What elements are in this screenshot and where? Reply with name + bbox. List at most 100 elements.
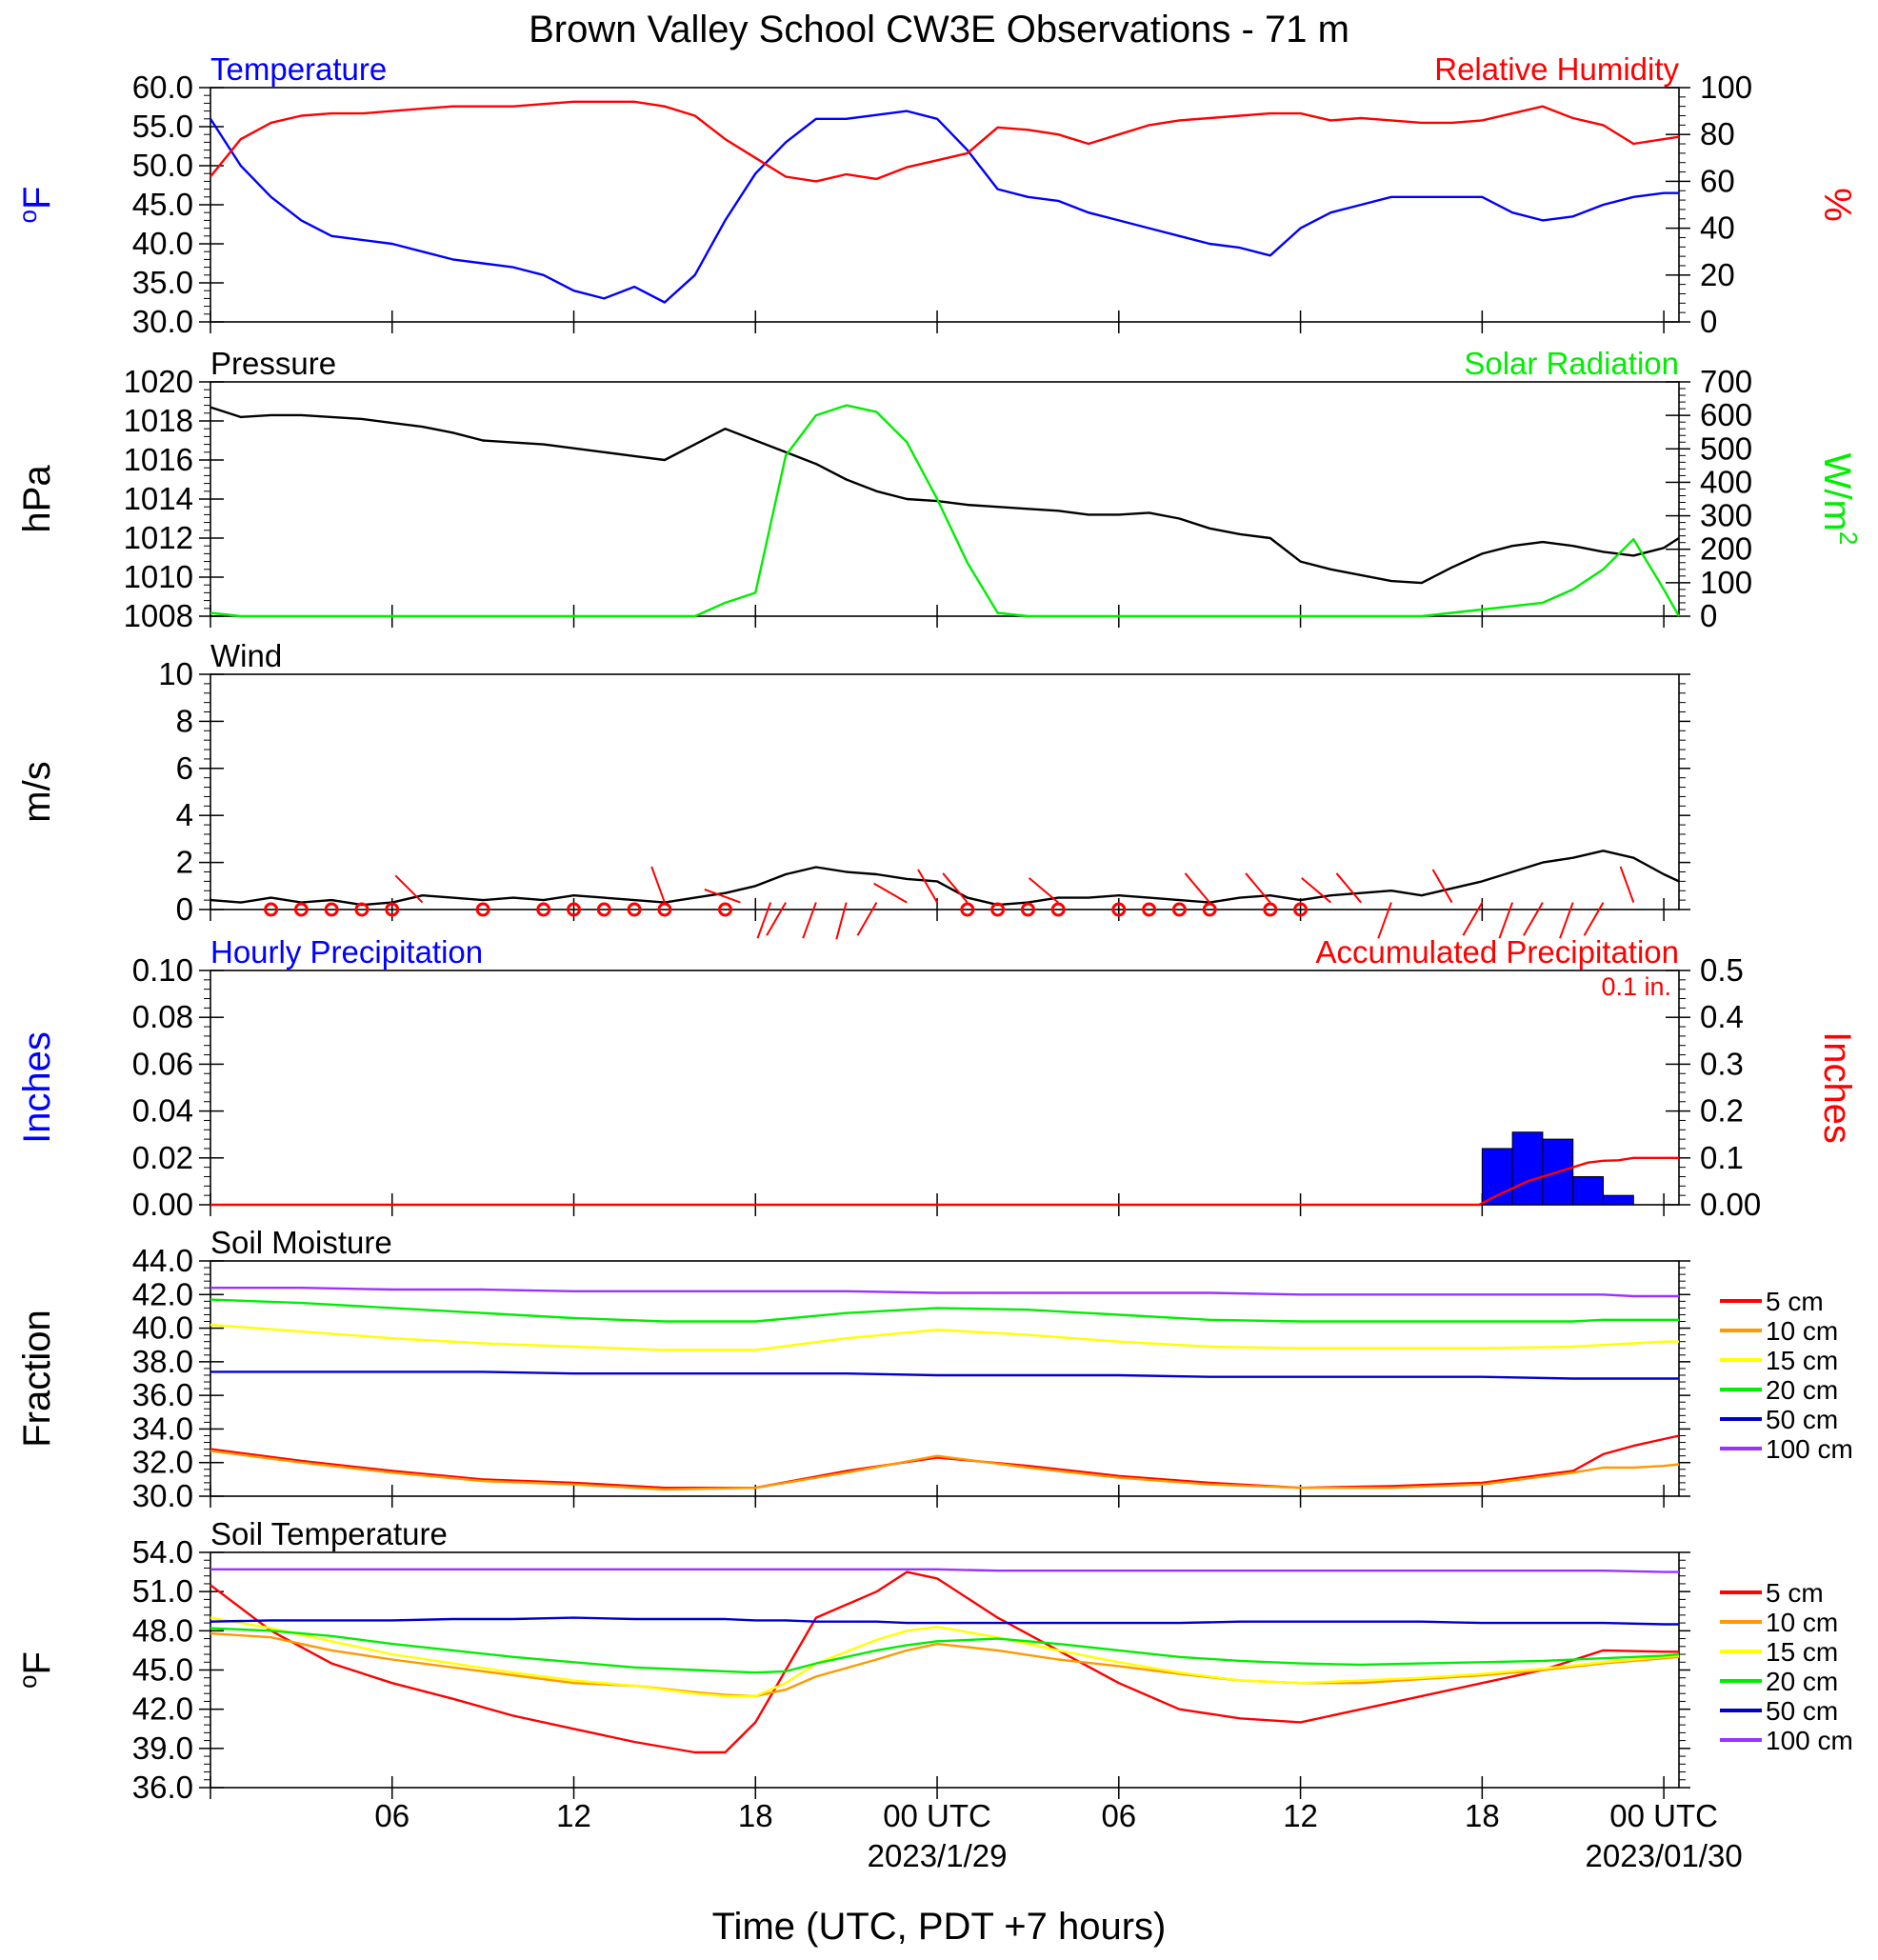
- legend-label: 15 cm: [1766, 1637, 1838, 1667]
- y-tick-label-left: 36.0: [132, 1770, 193, 1805]
- calm-circle: [990, 902, 1006, 917]
- series-line-20-cm: [210, 1627, 1680, 1674]
- calm-circle: [475, 902, 490, 917]
- series-line-5-cm: [210, 1570, 1679, 1754]
- legend-label: 10 cm: [1766, 1608, 1838, 1637]
- series-line-pressure: [210, 406, 1680, 585]
- y-tick-label-left: 0.10: [132, 952, 193, 988]
- panel-title-left: Soil Temperature: [210, 1516, 448, 1551]
- series-line-5-cm: [210, 1434, 1680, 1490]
- y-tick-label-right: 0.2: [1700, 1093, 1744, 1129]
- wind-barb: [802, 902, 817, 939]
- y-tick-label-right: 40: [1700, 210, 1735, 246]
- y-tick-label-left: 42.0: [132, 1691, 193, 1727]
- series-line-temperature: [209, 110, 1679, 304]
- y-axis-label-right: %: [1816, 188, 1858, 222]
- panel-title-left: Hourly Precipitation: [210, 934, 483, 970]
- series-line-15-cm: [210, 1616, 1680, 1698]
- y-tick-label-right: 0.5: [1700, 952, 1744, 988]
- y-axis-label-left: oF: [13, 1651, 58, 1689]
- legend-label: 20 cm: [1766, 1667, 1838, 1696]
- y-tick-label-right: 80: [1700, 116, 1735, 151]
- legend-label: 5 cm: [1766, 1578, 1824, 1608]
- series-line-15-cm: [210, 1323, 1679, 1351]
- calm-circle: [1263, 902, 1278, 917]
- y-axis-label-right: W/m2: [1816, 453, 1863, 546]
- calm-circle: [1293, 902, 1309, 917]
- y-tick-label-left: 0.04: [132, 1093, 193, 1129]
- y-axis-label-left: Fraction: [16, 1310, 58, 1448]
- legend-label: 100 cm: [1766, 1726, 1853, 1755]
- y-tick-label-right: 0.1: [1700, 1140, 1744, 1175]
- calm-circle: [354, 902, 370, 917]
- y-tick-label-left: 1018: [124, 403, 193, 438]
- wind-barb: [704, 888, 741, 904]
- plot-frame: [210, 673, 1680, 910]
- plot-frame: [210, 381, 1680, 617]
- y-tick-label-left: 30.0: [132, 304, 193, 339]
- precip-bar: [1603, 1194, 1634, 1206]
- y-tick-label-left: 40.0: [132, 1310, 193, 1346]
- series-line-wind-speed: [210, 850, 1680, 907]
- wind-barb: [1028, 877, 1059, 904]
- y-tick-label-left: 1014: [124, 481, 193, 516]
- y-tick-label-right: 600: [1700, 397, 1752, 432]
- y-tick-label-left: 50.0: [132, 148, 193, 183]
- calm-circle: [657, 902, 672, 917]
- series-line-relative-humidity: [210, 100, 1680, 183]
- calm-circle: [385, 902, 400, 917]
- precip-bar: [1511, 1131, 1544, 1206]
- calm-circle: [567, 902, 582, 917]
- calm-circle: [1050, 902, 1066, 917]
- panels: 60.055.050.045.040.035.030.0100806040200…: [13, 51, 1863, 1805]
- y-tick-label-left: 1010: [124, 559, 193, 594]
- calm-circle: [324, 902, 339, 917]
- calm-circle: [1020, 902, 1035, 917]
- wind-barb: [1619, 866, 1635, 903]
- y-tick-label-left: 51.0: [132, 1573, 193, 1609]
- panel-title-left: Temperature: [210, 51, 387, 87]
- wind-barb: [1245, 872, 1271, 904]
- wind-barb: [394, 874, 424, 904]
- y-tick-label-left: 39.0: [132, 1730, 193, 1766]
- legend-label: 15 cm: [1766, 1346, 1838, 1375]
- wind-barb: [856, 902, 878, 936]
- x-tick-label: 18: [1465, 1798, 1500, 1833]
- accumulated-precip-line: [210, 1156, 1679, 1207]
- y-tick-label-right: 0.3: [1700, 1046, 1744, 1081]
- y-tick-label-left: 2: [176, 845, 193, 880]
- y-tick-label-right: 0: [1700, 304, 1717, 339]
- calm-circle: [1171, 902, 1187, 917]
- time-axis: 06 12 18 00 UTC 06 12 18 00 UTC 2023/1/29 2023/01…: [374, 1798, 1742, 1873]
- y-tick-label-left: 32.0: [132, 1445, 193, 1480]
- y-tick-label-left: 10: [158, 656, 193, 691]
- y-tick-label-left: 36.0: [132, 1377, 193, 1412]
- x-tick-label: 18: [738, 1798, 773, 1833]
- wind-barb: [917, 869, 938, 904]
- legend-label: 100 cm: [1766, 1434, 1853, 1464]
- y-tick-label-right: 700: [1700, 364, 1752, 399]
- figure-title: Brown Valley School CW3E Observations - …: [529, 9, 1349, 50]
- series-line-10-cm: [210, 1450, 1680, 1491]
- calm-circle: [717, 902, 732, 917]
- panel-title-right: Solar Radiation: [1464, 346, 1679, 381]
- plot-frame: [210, 970, 1680, 1206]
- y-tick-label-left: 0.08: [132, 999, 193, 1034]
- y-tick-label-left: 38.0: [132, 1344, 193, 1379]
- x-tick-label: 06: [1101, 1798, 1136, 1833]
- y-tick-label-right: 60: [1700, 163, 1735, 198]
- calm-circle: [536, 902, 551, 917]
- panel-soil-temperature: 54.051.048.0 45.042.039.0 36.0 Soil Tempera…: [13, 1516, 1853, 1805]
- wind-barb: [835, 902, 848, 940]
- x-tick-label: 06: [374, 1798, 410, 1833]
- wind-barb: [1583, 902, 1605, 936]
- wind-barb: [766, 902, 787, 936]
- panel-title-left: Pressure: [210, 346, 336, 381]
- calm-circle: [1202, 902, 1217, 917]
- x-date-label: 2023/01/30: [1586, 1838, 1743, 1873]
- y-tick-label-left: 45.0: [132, 187, 193, 222]
- y-tick-label-left: 6: [176, 750, 193, 786]
- x-tick-label: 00 UTC: [1609, 1798, 1718, 1833]
- y-tick-label-right: 500: [1700, 430, 1752, 466]
- panel-title-right: Accumulated Precipitation: [1315, 934, 1679, 970]
